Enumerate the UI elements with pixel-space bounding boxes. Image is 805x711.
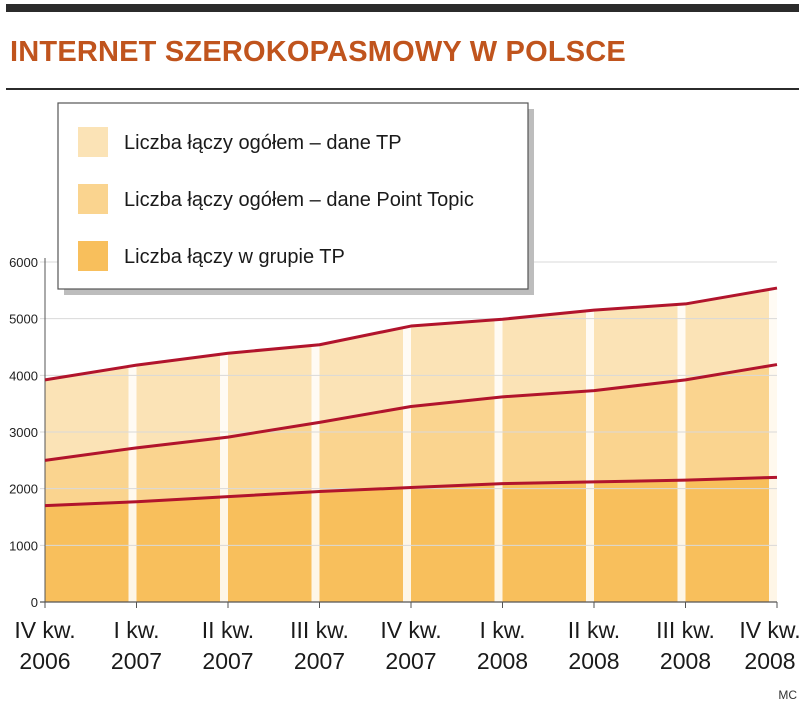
legend-label: Liczba łączy ogółem – dane Point Topic xyxy=(124,189,474,211)
y-tick-label: 3000 xyxy=(9,425,38,440)
x-tick-label: II kw. xyxy=(568,617,620,643)
x-tick-label: 2008 xyxy=(660,648,711,674)
legend-swatch xyxy=(78,184,108,214)
x-tick-label: IV kw. xyxy=(380,617,441,643)
legend-label: Liczba łączy w grupie TP xyxy=(124,246,345,268)
column-separator xyxy=(586,260,594,602)
x-tick-label: 2007 xyxy=(202,648,253,674)
x-tick-label: III kw. xyxy=(290,617,349,643)
series-line-3 xyxy=(44,475,778,508)
top-rule xyxy=(6,4,799,12)
x-tick-label: 2008 xyxy=(744,648,795,674)
column-separator xyxy=(403,260,411,602)
x-tick-label: 2007 xyxy=(294,648,345,674)
column-separator xyxy=(769,260,777,602)
x-tick-label: 2008 xyxy=(477,648,528,674)
x-tick-label: III kw. xyxy=(656,617,715,643)
y-tick-label: 5000 xyxy=(9,312,38,327)
x-tick-label: IV kw. xyxy=(14,617,75,643)
x-tick-label: I kw. xyxy=(479,617,525,643)
series-line-1 xyxy=(44,286,778,382)
column-separator xyxy=(128,260,137,602)
x-tick-label: I kw. xyxy=(113,617,159,643)
column-separator xyxy=(311,260,320,602)
y-tick-label: 0 xyxy=(31,595,38,610)
x-tick-label: 2008 xyxy=(568,648,619,674)
column-separator xyxy=(220,260,228,602)
legend-label: Liczba łączy ogółem – dane TP xyxy=(124,132,402,154)
column-separator xyxy=(677,260,686,602)
x-tick-label: 2006 xyxy=(19,648,70,674)
y-tick-label: 2000 xyxy=(9,482,38,497)
legend-box xyxy=(57,102,529,290)
title-rule xyxy=(6,88,799,90)
x-tick-label: IV kw. xyxy=(739,617,800,643)
column-separator xyxy=(777,260,783,602)
chart-title: INTERNET SZEROKOPASMOWY W POLSCE xyxy=(10,36,626,68)
x-tick-label: II kw. xyxy=(202,617,254,643)
legend-swatch xyxy=(78,127,108,157)
y-tick-label: 4000 xyxy=(9,368,38,383)
y-tick-label: 6000 xyxy=(9,255,38,270)
series-line-2 xyxy=(44,363,778,462)
legend-swatch xyxy=(78,241,108,271)
x-tick-label: 2007 xyxy=(111,648,162,674)
y-tick-label: 1000 xyxy=(9,538,38,553)
source-label: MC xyxy=(778,688,797,702)
x-tick-label: 2007 xyxy=(385,648,436,674)
column-separator xyxy=(494,260,503,602)
